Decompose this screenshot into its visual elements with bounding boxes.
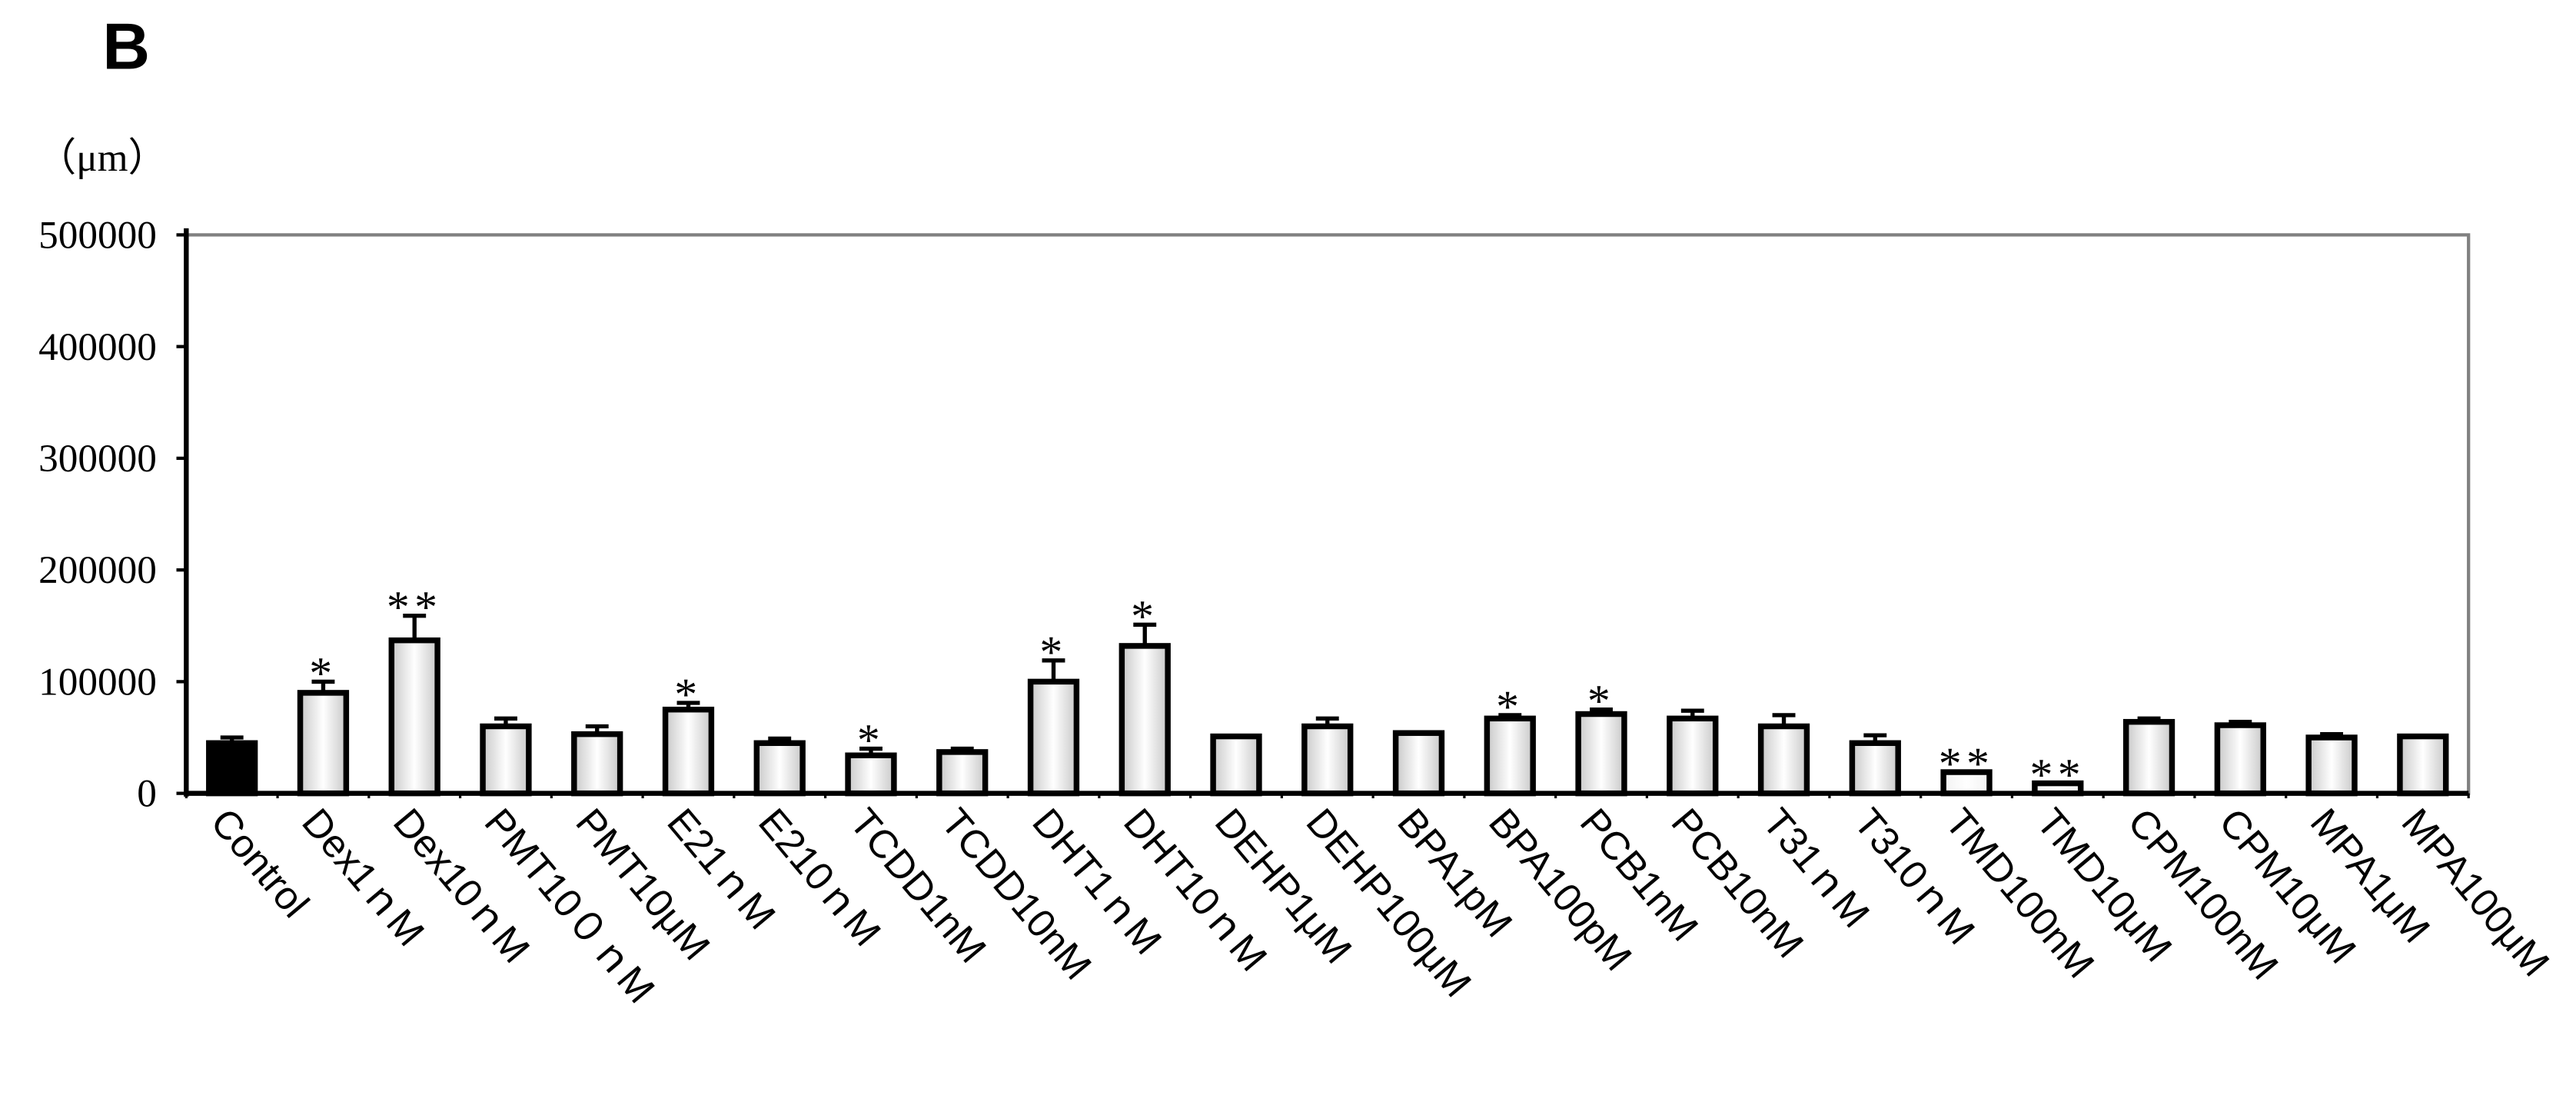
- y-tick-label: 300000: [38, 437, 157, 481]
- chart-title: B: [102, 11, 150, 84]
- bar: [1667, 715, 1719, 797]
- bar: [2214, 722, 2266, 797]
- bar: [1849, 740, 1901, 797]
- y-tick-label: 400000: [38, 325, 157, 369]
- bar: [571, 731, 623, 797]
- plot-frame: [184, 233, 2471, 795]
- significance-label: *: [309, 648, 337, 698]
- bar: [206, 740, 258, 797]
- bar: [297, 690, 350, 797]
- significance-label: **: [1939, 738, 1995, 789]
- bar: [2122, 718, 2175, 797]
- y-tick-label: 500000: [38, 214, 157, 258]
- significance-label: **: [2029, 749, 2086, 800]
- significance-label: *: [674, 669, 702, 720]
- bar: [1301, 723, 1354, 797]
- bar: [662, 706, 715, 797]
- bar: [2305, 734, 2358, 797]
- y-tick-label: 200000: [38, 548, 157, 592]
- bar: [388, 637, 440, 797]
- y-axis-label: （μm）: [37, 136, 168, 180]
- bar: [2397, 733, 2449, 797]
- bar: [2032, 780, 2084, 797]
- bar: [1210, 733, 1262, 797]
- x-tick-label: Control: [202, 801, 317, 926]
- x-tick-label: MPA100μM: [2394, 801, 2558, 985]
- bar: [480, 723, 532, 797]
- significance-label: *: [1496, 681, 1524, 732]
- significance-label: **: [387, 581, 443, 632]
- significance-label: *: [1039, 626, 1067, 677]
- bar: [1027, 678, 1080, 797]
- bar: [936, 749, 989, 797]
- bar: [1118, 643, 1171, 797]
- bar: [1392, 730, 1445, 797]
- significance-label: *: [857, 714, 885, 765]
- bar: [845, 752, 897, 797]
- significance-label: *: [1587, 675, 1615, 726]
- significance-label: *: [1131, 591, 1158, 641]
- bar: [753, 740, 806, 797]
- bar: [1757, 723, 1810, 797]
- y-tick-label: 100000: [38, 660, 157, 704]
- bar: [1940, 769, 1993, 797]
- y-tick-label: 0: [137, 772, 157, 816]
